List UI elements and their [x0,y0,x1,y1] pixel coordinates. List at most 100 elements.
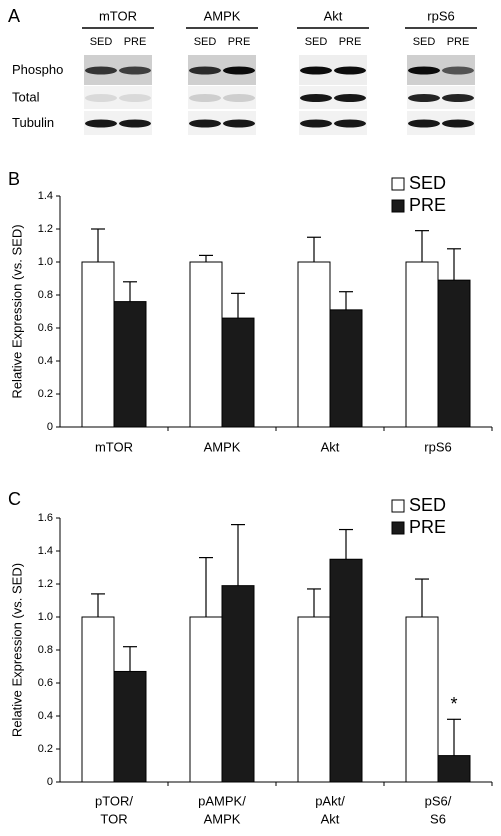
blot-band [442,94,474,102]
x-tick-label: TOR [100,811,127,826]
bar [329,558,363,783]
blot-band [189,94,221,102]
blot-band [85,94,117,102]
y-tick-label: 1.2 [38,578,53,590]
y-tick-label: 0.8 [38,289,53,301]
lane-label: SED [305,36,328,48]
x-tick-label: S6 [430,811,446,826]
blot-band [85,66,117,75]
legend-swatch [391,521,405,535]
legend-swatch [391,177,405,191]
bar [329,309,363,428]
bar [189,616,223,783]
blot-band [119,66,151,75]
blot-background [188,86,256,109]
y-tick-label: 1.2 [38,223,53,235]
y-tick-label: 1.4 [38,190,53,202]
bar [297,261,331,428]
blot-band [189,66,221,75]
lane-label: PRE [124,36,147,48]
blot-band [300,94,332,102]
x-tick-label: pTOR/ [95,793,133,808]
legend-swatch [391,199,405,213]
x-tick-label: pAkt/ [315,793,345,808]
significance-mark: * [450,694,457,714]
blot-group-label: AMPK [204,8,241,23]
x-tick-label: mTOR [95,439,133,454]
y-tick-label: 0.2 [38,743,53,755]
x-tick-label: Akt [321,811,340,826]
blot-band [408,94,440,102]
legend-label: PRE [409,195,446,215]
bar [113,301,147,428]
panel-label: A [8,6,20,26]
blot-group-label: Akt [324,8,343,23]
y-tick-label: 1.0 [38,611,53,623]
blot-band [334,119,366,128]
y-axis-label: Relative Expression (vs. SED) [9,224,24,398]
blot-band [223,119,255,128]
bar [113,670,147,783]
blot-band [223,94,255,102]
y-axis-label: Relative Expression (vs. SED) [9,563,24,737]
blot-background [407,86,475,109]
x-tick-label: pS6/ [425,793,452,808]
y-tick-label: 0.8 [38,644,53,656]
y-tick-label: 1.0 [38,256,53,268]
blot-band [85,119,117,128]
bar [221,585,255,783]
bar [81,616,115,783]
lane-label: PRE [339,36,362,48]
x-tick-label: pAMPK/ [198,793,246,808]
x-tick-label: AMPK [204,811,241,826]
blot-band [442,66,474,75]
bar [189,261,223,428]
legend-label: SED [409,173,446,193]
blot-band [334,66,366,75]
x-tick-label: AMPK [204,439,241,454]
blot-band [119,119,151,128]
bar [81,261,115,428]
legend-label: PRE [409,517,446,537]
blot-band [442,119,474,128]
legend-swatch [391,499,405,513]
y-tick-label: 1.4 [38,545,53,557]
y-tick-label: 0.6 [38,322,53,334]
blot-group-label: mTOR [99,8,137,23]
blot-group-label: rpS6 [427,8,454,23]
blot-band [300,119,332,128]
lane-label: SED [194,36,217,48]
blot-row-label: Total [12,89,40,104]
blot-band [408,66,440,75]
blot-band [119,94,151,102]
y-tick-label: 0.6 [38,677,53,689]
bar [221,317,255,428]
blot-row-label: Tubulin [12,115,54,130]
y-tick-label: 1.6 [38,512,53,524]
lane-label: PRE [228,36,251,48]
blot-band [223,66,255,75]
blot-background [299,86,367,109]
blot-band [334,94,366,102]
bar [437,755,471,783]
lane-label: SED [413,36,436,48]
blot-background [84,86,152,109]
blot-band [300,66,332,75]
y-tick-label: 0.4 [38,355,53,367]
x-tick-label: Akt [321,439,340,454]
panel-label: C [8,489,21,509]
y-tick-label: 0 [47,421,53,433]
bar [297,616,331,783]
lane-label: SED [90,36,113,48]
bar [437,279,471,428]
panel-label: B [8,169,20,189]
x-tick-label: rpS6 [424,439,451,454]
legend-label: SED [409,495,446,515]
blot-row-label: Phospho [12,62,63,77]
y-tick-label: 0.2 [38,388,53,400]
blot-band [189,119,221,128]
y-tick-label: 0.4 [38,710,53,722]
y-tick-label: 0 [47,776,53,788]
lane-label: PRE [447,36,470,48]
